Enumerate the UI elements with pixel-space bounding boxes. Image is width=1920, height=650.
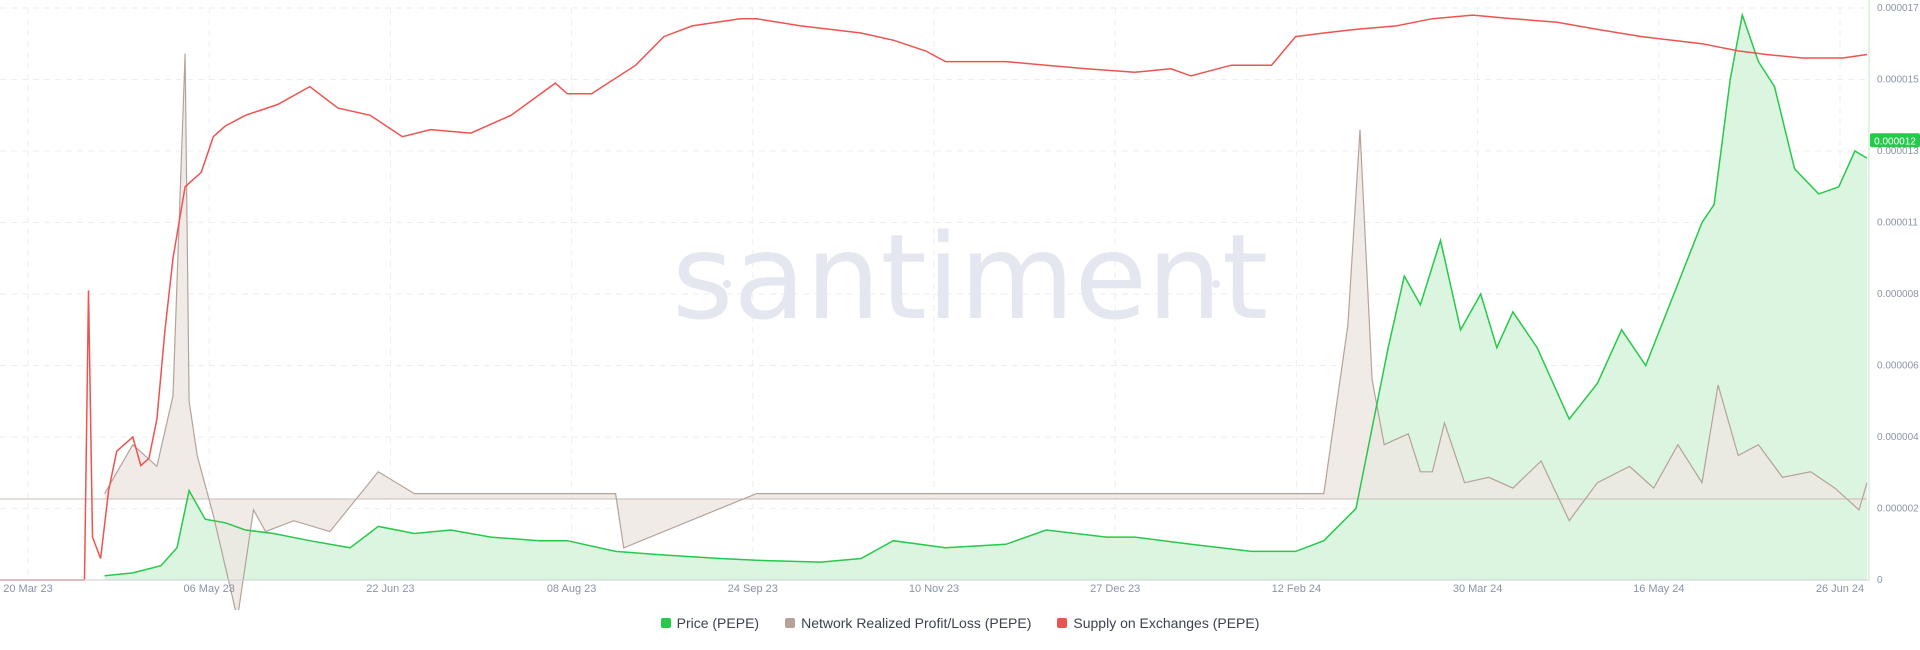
axes: 20 Mar 23 06 May 23 22 Jun 23 08 Aug 23 24 S… (0, 0, 1919, 595)
legend-item[interactable]: Supply on Exchanges (PEPE) (1057, 615, 1259, 631)
santiment-watermark: santiment (672, 208, 1268, 346)
x-tick-label: 30 Mar 24 (1453, 583, 1503, 595)
supply-line (83, 14, 1868, 581)
x-tick-label: 24 Sep 23 (728, 583, 778, 595)
y-tick-label: 0 (1877, 575, 1883, 586)
legend-label: Supply on Exchanges (PEPE) (1073, 615, 1260, 631)
current-price-label: 0.000012 (1870, 133, 1920, 148)
profit-loss-line (104, 53, 1868, 610)
y-tick-label: 0.000008 (1877, 289, 1919, 300)
legend-label: Network Realized Profit/Loss (PEPE) (801, 615, 1032, 631)
y-tick-label: 0.000006 (1877, 361, 1919, 372)
x-tick-label: 26 Jun 24 (1816, 583, 1864, 595)
x-tick-label: 27 Dec 23 (1090, 583, 1140, 595)
price-label-text: 0.000012 (1874, 136, 1916, 147)
x-tick-label: 10 Nov 23 (909, 583, 959, 595)
price-label-bg (1870, 133, 1920, 148)
price-line (104, 12, 1868, 577)
chart-legend: Price (PEPE) Network Realized Profit/Loss… (0, 615, 1920, 631)
legend-swatch (1057, 618, 1068, 628)
y-tick-label: 0.000004 (1877, 432, 1919, 443)
y-tick-label: 0.000013 (1877, 146, 1919, 157)
x-tick-label: 06 May 23 (184, 583, 235, 595)
watermark-dot-right (1212, 280, 1220, 288)
legend-swatch (660, 618, 671, 628)
x-tick-label: 22 Jun 23 (366, 583, 414, 595)
price-area (104, 15, 1868, 581)
x-tick-label: 16 May 24 (1633, 583, 1684, 595)
y-tick-label: 0.000011 (1877, 218, 1918, 229)
watermark-dot-left (723, 280, 731, 288)
legend-item[interactable]: Price (PEPE) (660, 615, 760, 631)
x-tick-label: 08 Aug 23 (547, 583, 597, 595)
x-tick-label: 20 Mar 23 (3, 583, 53, 595)
x-tick-label: 12 Feb 24 (1272, 583, 1322, 595)
legend-swatch (785, 618, 796, 628)
y-tick-label: 0.000017 (1877, 3, 1919, 14)
y-tick-label: 0.000002 (1877, 504, 1919, 515)
legend-item[interactable]: Network Realized Profit/Loss (PEPE) (785, 615, 1031, 631)
legend-label: Price (PEPE) (676, 615, 760, 631)
chart-canvas: santiment 20 Mar 23 06 May 23 22 Jun 23 08 … (0, 0, 1920, 610)
y-tick-label: 0.000015 (1877, 75, 1919, 86)
